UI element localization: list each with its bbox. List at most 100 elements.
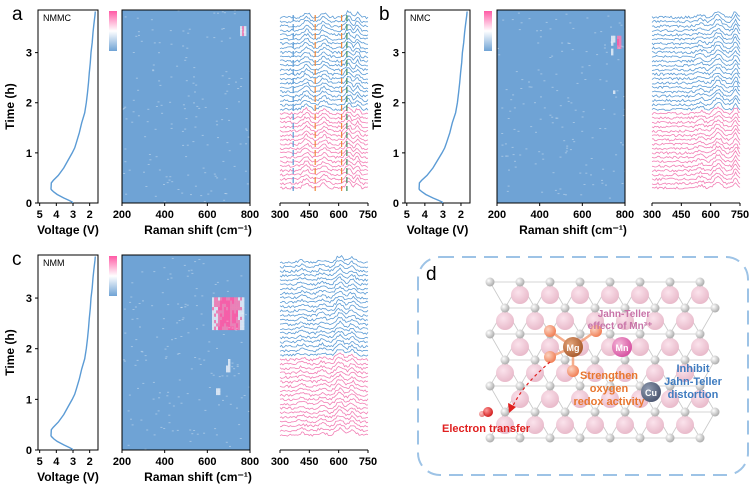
noise-cell bbox=[202, 263, 205, 265]
noise-cell bbox=[497, 48, 499, 49]
heat-cell bbox=[238, 297, 241, 301]
metal-atom bbox=[541, 390, 559, 408]
spectrum-trace bbox=[279, 58, 369, 68]
heat-cell bbox=[216, 307, 219, 311]
heat-cell bbox=[238, 307, 241, 311]
heat-cell bbox=[240, 307, 243, 311]
noise-cell bbox=[214, 284, 217, 285]
noise-cell bbox=[194, 185, 197, 187]
noise-cell bbox=[501, 155, 504, 157]
noise-cell bbox=[180, 336, 183, 337]
heat-cell bbox=[222, 300, 225, 305]
spectrum-trace bbox=[279, 10, 369, 20]
noise-cell bbox=[552, 172, 555, 174]
noise-cell bbox=[138, 303, 141, 304]
spectrum-trace bbox=[279, 15, 368, 24]
spectrum-trace bbox=[651, 13, 741, 24]
heat-cell bbox=[611, 39, 614, 43]
noise-cell bbox=[194, 91, 196, 93]
spectrum-trace bbox=[651, 127, 741, 138]
heat-cell bbox=[617, 42, 620, 46]
noise-cell bbox=[602, 168, 605, 170]
spectrum-trace bbox=[279, 391, 369, 402]
heat-cell bbox=[214, 303, 217, 308]
spectrum-trace bbox=[651, 115, 741, 125]
noise-cell bbox=[581, 116, 584, 118]
noise-cell bbox=[249, 92, 252, 94]
noise-cell bbox=[225, 108, 228, 109]
noise-cell bbox=[153, 42, 156, 44]
heat-cell bbox=[240, 26, 243, 30]
voltage-tick-label: 5 bbox=[37, 209, 43, 221]
noise-cell bbox=[183, 264, 186, 266]
time-tick-label: 3 bbox=[26, 48, 32, 60]
noise-cell bbox=[145, 186, 148, 187]
stack-tick-label: 750 bbox=[359, 456, 377, 468]
stacked-spectra bbox=[279, 10, 369, 191]
noise-cell bbox=[136, 359, 139, 361]
noise-cell bbox=[148, 154, 151, 155]
spectrum-trace bbox=[651, 92, 741, 103]
noise-cell bbox=[585, 51, 588, 53]
noise-cell bbox=[244, 314, 247, 316]
noise-cell bbox=[565, 194, 567, 196]
raman-map-background bbox=[122, 10, 250, 203]
noise-cell bbox=[124, 332, 127, 334]
noise-cell bbox=[176, 65, 179, 67]
spectrum-trace bbox=[279, 155, 369, 164]
spectrum-trace bbox=[279, 273, 369, 282]
heat-cell bbox=[212, 303, 215, 308]
noise-cell bbox=[233, 165, 236, 167]
colorbar bbox=[109, 11, 117, 51]
noise-cell bbox=[535, 131, 537, 133]
noise-cell bbox=[153, 271, 156, 273]
noise-cell bbox=[165, 176, 168, 178]
heat-cell bbox=[619, 45, 622, 49]
heat-cell bbox=[232, 297, 235, 301]
heat-cell bbox=[242, 323, 245, 327]
noise-cell bbox=[569, 149, 572, 151]
noise-cell bbox=[123, 107, 126, 109]
noise-cell bbox=[245, 129, 248, 131]
metal-atom bbox=[631, 286, 649, 304]
noise-cell bbox=[240, 397, 243, 399]
noise-cell bbox=[525, 148, 528, 150]
noise-cell bbox=[163, 201, 166, 203]
time-axis-title: Time (h) bbox=[3, 329, 17, 375]
raman-map-frame bbox=[121, 9, 251, 204]
noise-cell bbox=[507, 118, 510, 119]
noise-cell bbox=[247, 201, 250, 203]
jahn-teller-label: Jahn-Teller bbox=[598, 309, 651, 320]
noise-cell bbox=[189, 429, 192, 431]
noise-cell bbox=[222, 334, 225, 335]
noise-cell bbox=[214, 428, 217, 430]
noise-cell bbox=[131, 318, 134, 320]
noise-cell bbox=[573, 141, 576, 143]
noise-cell bbox=[596, 54, 599, 56]
time-tick-label: 0 bbox=[393, 198, 399, 210]
heat-cell bbox=[218, 316, 221, 321]
spectrum-trace bbox=[279, 281, 369, 291]
raman-tick-label: 800 bbox=[241, 209, 259, 221]
noise-cell bbox=[191, 272, 194, 274]
noise-cell bbox=[247, 410, 250, 412]
noise-cell bbox=[501, 144, 504, 146]
noise-cell bbox=[608, 197, 611, 199]
spectrum-trace bbox=[279, 254, 368, 264]
noise-cell bbox=[170, 76, 173, 78]
spectrum-trace bbox=[651, 175, 741, 186]
heat-cell bbox=[240, 316, 243, 321]
spectrum-trace bbox=[651, 141, 741, 151]
noise-cell bbox=[594, 32, 597, 34]
heat-cell bbox=[236, 297, 239, 301]
noise-cell bbox=[176, 353, 179, 355]
heat-cell bbox=[228, 316, 231, 321]
heat-cell bbox=[240, 300, 243, 305]
noise-cell bbox=[187, 32, 190, 34]
heat-cell bbox=[214, 297, 217, 301]
noise-cell bbox=[196, 433, 199, 435]
heat-cell bbox=[611, 48, 614, 53]
noise-cell bbox=[226, 90, 229, 92]
noise-cell bbox=[511, 146, 514, 148]
noise-cell bbox=[139, 326, 141, 328]
